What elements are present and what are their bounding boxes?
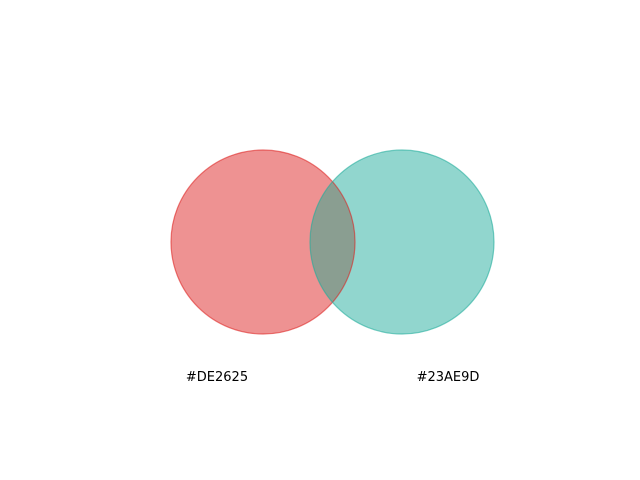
set-label-right: #23AE9D bbox=[417, 370, 480, 385]
set-circle-left bbox=[171, 150, 355, 334]
set-label-left: #DE2625 bbox=[186, 370, 248, 385]
set-circle-right bbox=[310, 150, 494, 334]
set-circle-left-outline bbox=[170, 149, 356, 335]
set-circle-right-outline bbox=[309, 149, 495, 335]
set-overlap-region bbox=[310, 181, 355, 303]
